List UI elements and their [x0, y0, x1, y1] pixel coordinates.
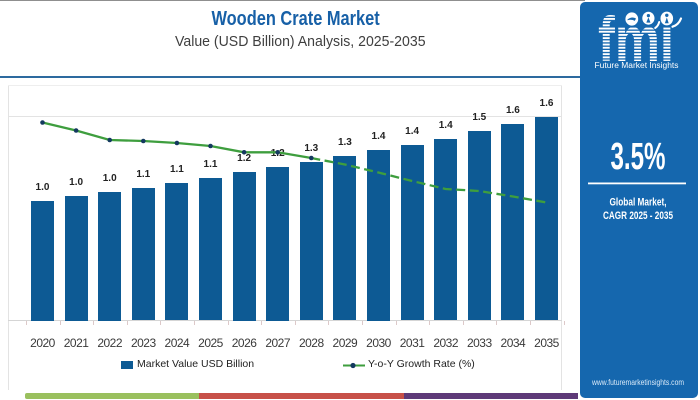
svg-text:3.5%: 3.5%	[611, 136, 666, 178]
svg-text:www.futuremarketinsights.com: www.futuremarketinsights.com	[591, 378, 684, 387]
svg-text:Future Market Insights: Future Market Insights	[595, 61, 679, 70]
svg-text:CAGR 2025 - 2035: CAGR 2025 - 2035	[603, 210, 673, 222]
svg-text:Global Market,: Global Market,	[610, 197, 667, 209]
